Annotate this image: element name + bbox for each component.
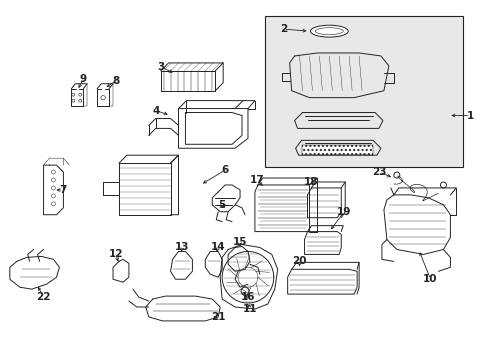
Text: 15: 15 — [232, 237, 247, 247]
Text: 8: 8 — [112, 76, 120, 86]
Text: 9: 9 — [80, 74, 87, 84]
Text: 10: 10 — [423, 274, 437, 284]
Text: 16: 16 — [240, 292, 255, 302]
Text: 14: 14 — [210, 243, 225, 252]
Text: 18: 18 — [304, 177, 318, 187]
Text: 22: 22 — [36, 292, 51, 302]
Text: 2: 2 — [280, 24, 287, 34]
Text: 1: 1 — [466, 111, 473, 121]
Text: 5: 5 — [218, 200, 225, 210]
Text: 3: 3 — [157, 62, 164, 72]
Bar — [301, 145, 372, 155]
Text: 17: 17 — [249, 175, 264, 185]
Ellipse shape — [310, 25, 347, 37]
Text: 21: 21 — [210, 312, 225, 322]
Text: 7: 7 — [60, 185, 67, 195]
Text: 6: 6 — [221, 165, 228, 175]
Text: 12: 12 — [108, 249, 123, 260]
Text: 20: 20 — [292, 256, 306, 266]
Text: 11: 11 — [242, 304, 257, 314]
Text: 4: 4 — [152, 105, 159, 116]
Bar — [119, 163, 170, 215]
Bar — [264, 16, 462, 167]
Text: 23: 23 — [371, 167, 386, 177]
Ellipse shape — [315, 28, 343, 35]
Text: 19: 19 — [336, 207, 351, 217]
Text: 13: 13 — [175, 243, 189, 252]
